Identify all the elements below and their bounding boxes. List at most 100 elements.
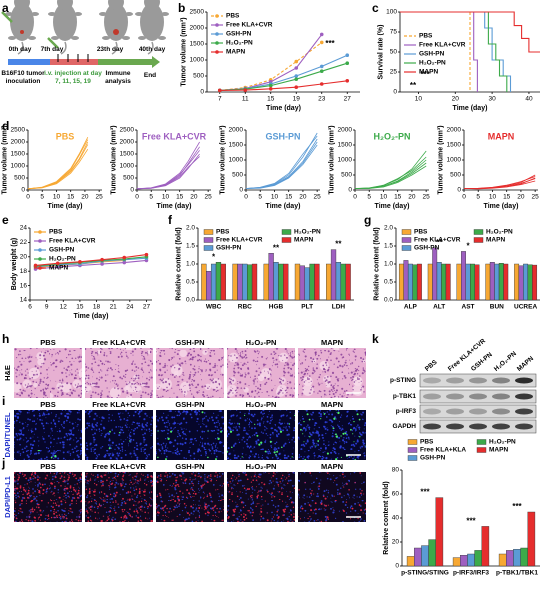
micrograph [14,348,82,398]
x-tick-label: 11 [242,96,249,103]
y-tick-label: 500 [232,172,243,179]
legend-swatch [203,229,214,235]
micrograph [227,410,295,460]
x-tick-label: 5 [149,194,153,201]
legend-label: H₂O₂-PN [486,229,513,236]
x-tick-label: 5 [367,194,371,201]
y-tick-label: 2500 [11,127,26,134]
column-header: Free KLA+CVR [92,462,146,471]
syringe [47,37,59,49]
bar [503,263,509,301]
x-tick-label: 30 [488,96,496,103]
y-axis-title: Body weight (g) [11,238,18,291]
micrograph [14,410,82,460]
row-label: H&E [3,365,12,381]
y-tick-label: 0 [21,187,25,194]
panel-label: d [2,119,9,133]
band [492,423,510,430]
day-label: 7th day [40,46,64,53]
bar [335,262,342,301]
series-line [354,162,427,189]
chart-title: PBS [56,131,75,141]
y-tick-label: 1000 [120,163,135,170]
significance: *** [512,502,522,511]
legend-swatch [281,229,292,235]
legend-label: PBS [414,229,428,236]
syringe [1,11,13,23]
band [515,408,533,415]
x-tick-label: 10 [53,194,61,201]
panel-label: c [372,1,379,15]
column-header: Free KLA+CVR [92,400,146,409]
y-tick-label: 1000 [447,157,462,164]
y-tick-label: 24 [20,225,28,232]
bar [304,267,310,301]
legend-label: Free KLA+CVR [49,238,96,245]
bar [330,249,337,301]
band [423,408,441,415]
legend-label: H₂O₂-PN [294,229,321,236]
panel-label: b [178,1,185,15]
x-tick-label: 5 [476,194,480,201]
blot-strip [419,404,537,419]
bar [398,263,404,301]
y-tick-label: 0 [200,89,204,96]
band [446,408,464,415]
legend-marker [38,248,42,252]
x-tick-label: 18 [93,304,101,311]
bar [506,550,514,567]
chart-title: GSH-PN [265,131,300,141]
legend-swatch [473,237,484,243]
column-header: PBS [40,400,55,409]
column-header: PBS [40,462,55,471]
series-line [400,11,508,92]
bar [527,264,533,301]
x-tick-label: WBC [206,304,222,311]
x-tick-label: 25 [205,194,213,201]
y-tick-label: 2.0 [384,225,393,232]
series-line [27,144,89,190]
x-tick-label: ALP [404,304,418,311]
y-tick-label: 1500 [120,151,135,158]
y-axis-title: Relative content (fold) [175,227,182,301]
bar [268,252,274,301]
y-tick-label: 14 [20,297,28,304]
bar [278,263,284,301]
legend-label: H₂O₂-PN [419,60,446,67]
bar [407,263,413,301]
x-tick-label: 21 [110,304,118,311]
x-axis-title: Time (day) [74,313,109,320]
legend-marker [38,239,42,243]
marker [268,87,273,91]
band-label: p-TBK1 [393,393,416,400]
legend-marker [215,14,219,18]
legend-label: H₂O₂-PN [226,40,253,47]
y-axis-title: Survival rate (%) [377,25,384,80]
y-tick-label: 2.0 [186,225,195,232]
lane-label: PBS [424,358,439,372]
marker [268,83,273,88]
bar [467,553,475,567]
chart-title: Free KLA+CVR [142,131,207,141]
legend-label: MAPN [49,265,68,272]
legend-marker [38,230,42,234]
y-tick-label: 1500 [229,142,244,149]
bar [215,262,222,301]
bar [489,262,495,301]
legend-swatch [476,439,487,445]
micrograph [14,472,82,522]
x-tick-label: 25 [314,194,322,201]
y-axis-title: Relative content (fold) [373,227,380,301]
y-axis-title: Tumor volume (mm³) [329,125,336,194]
y-axis-title: Tumor volume (mm³) [438,125,445,194]
lane-label: H₂O₂-PN [493,350,518,373]
blot-strip [419,389,537,404]
legend-label: PBS [226,13,240,20]
y-tick-label: 18 [20,268,28,275]
band [515,423,533,430]
legend-label: H₂O₂-PN [49,256,76,263]
marker [294,77,299,81]
x-axis-title: Time (day) [484,203,519,210]
x-tick-label: 10 [415,96,423,103]
micrograph [85,348,153,398]
